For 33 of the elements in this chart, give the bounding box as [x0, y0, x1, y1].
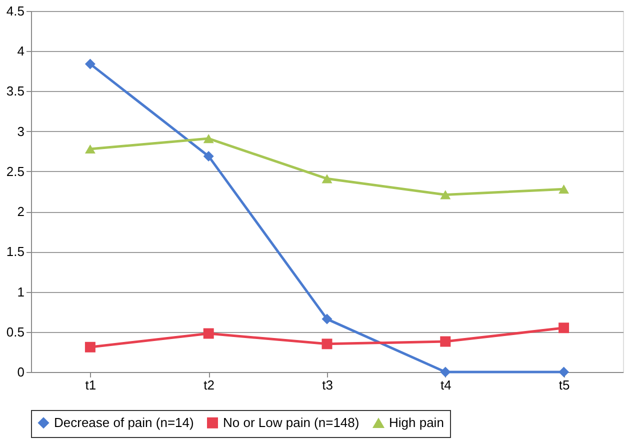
y-tick-label: 3.5: [6, 84, 24, 99]
point: [440, 336, 451, 347]
point: [558, 184, 570, 194]
x-tick-label: t2: [204, 378, 215, 392]
x-tick-label: t3: [322, 378, 333, 392]
point: [558, 366, 570, 378]
y-tick-label: 4: [17, 44, 24, 59]
y-tick-label: 2: [17, 204, 24, 220]
x-tick-label: t1: [85, 378, 96, 392]
point: [84, 144, 96, 154]
x-tick-label: t4: [440, 378, 452, 392]
point: [84, 58, 96, 70]
legend-label: High pain: [389, 415, 444, 430]
point: [322, 314, 332, 324]
x-tick-label: t5: [558, 378, 570, 392]
y-tick-label: 0.5: [6, 324, 24, 340]
y-tick-label: 2.5: [6, 164, 24, 179]
point: [322, 174, 332, 184]
point: [203, 134, 214, 144]
y-tick-label: 1.5: [6, 244, 24, 260]
legend-label: Decrease of pain (n=14): [54, 414, 194, 430]
y-tick-label: 0: [17, 364, 24, 380]
legend-label: No or Low pain (n=148): [223, 414, 360, 430]
point: [322, 338, 332, 350]
y-tick-label: 3: [17, 124, 24, 139]
point: [440, 190, 451, 200]
point: [203, 150, 214, 162]
y-tick-label: 1: [17, 284, 24, 300]
point: [84, 342, 96, 352]
point: [203, 328, 214, 339]
point: [440, 366, 451, 378]
y-tick-label: 4.5: [6, 4, 24, 18]
point: [558, 322, 570, 334]
